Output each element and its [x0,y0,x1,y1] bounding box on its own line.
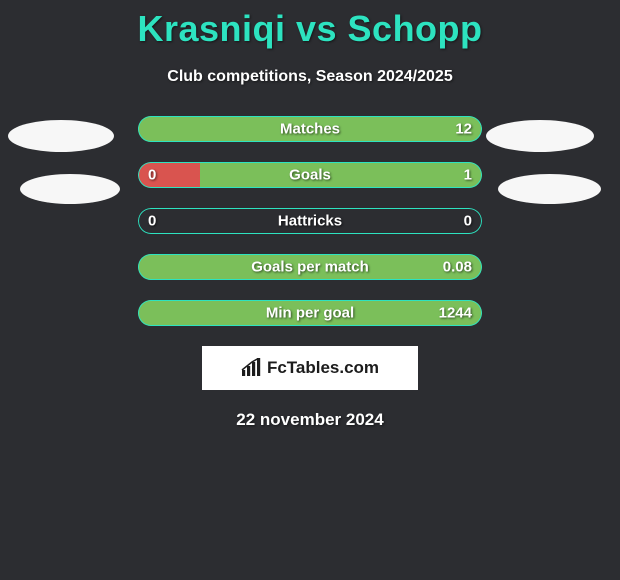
stat-row: Matches 12 [138,116,482,142]
stat-fill-right [200,162,482,188]
stat-label: Matches [280,121,340,138]
stat-value-right: 0.08 [443,259,472,276]
stat-row: 0 Goals 1 [138,162,482,188]
stat-row: Goals per match 0.08 [138,254,482,280]
stat-value-right: 0 [464,213,472,230]
stat-row: Min per goal 1244 [138,300,482,326]
comparison-subtitle: Club competitions, Season 2024/2025 [0,68,620,86]
stat-label: Goals per match [251,259,369,276]
brand-text: FcTables.com [267,358,379,378]
team-logo-placeholder [498,174,601,204]
stat-label: Goals [289,167,331,184]
team-logo-placeholder [486,120,594,152]
team-logo-placeholder [20,174,120,204]
brand-box: FcTables.com [202,346,418,390]
team-logo-placeholder [8,120,114,152]
stat-value-left: 0 [148,213,156,230]
stat-value-right: 12 [455,121,472,138]
bar-chart-icon [241,358,263,378]
stat-value-right: 1 [464,167,472,184]
date-line: 22 november 2024 [0,410,620,430]
stat-value-right: 1244 [439,305,472,322]
stat-row: 0 Hattricks 0 [138,208,482,234]
stat-value-left: 0 [148,167,156,184]
stat-label: Min per goal [266,305,354,322]
stat-label: Hattricks [278,213,342,230]
comparison-title: Krasniqi vs Schopp [0,0,620,50]
